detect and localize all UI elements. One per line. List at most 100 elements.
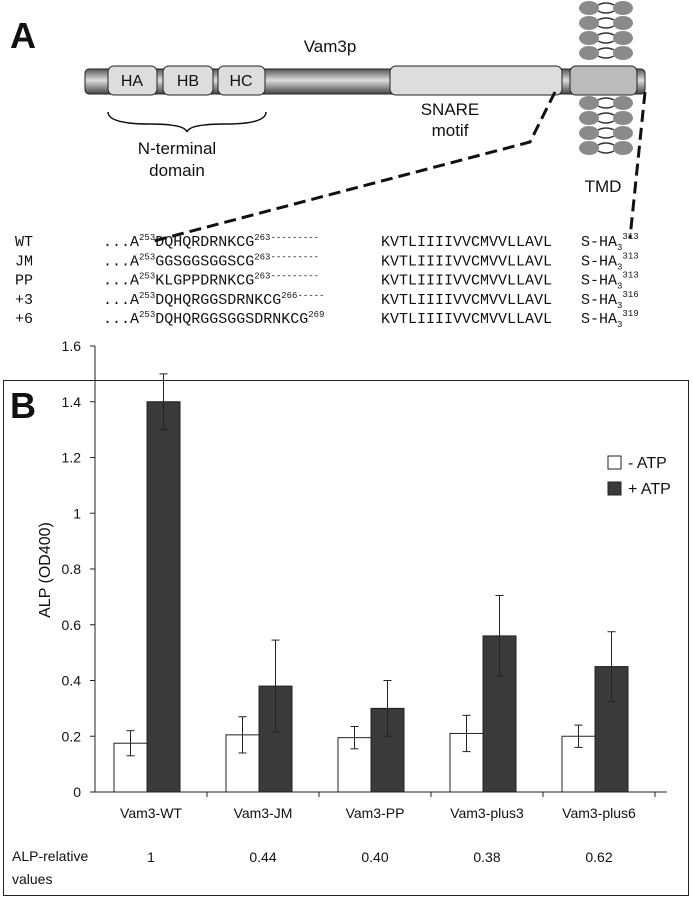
protein-name: Vam3p — [304, 37, 357, 56]
relative-value: 0.62 — [585, 849, 612, 865]
domain-box — [162, 65, 214, 96]
residue-number: 266 — [281, 291, 297, 301]
residue-number: 253 — [139, 233, 155, 243]
error-bar — [462, 714, 471, 753]
y-tick-label: 1.6 — [62, 338, 82, 354]
domain-label: HB — [177, 73, 199, 90]
subscript: 3 — [617, 262, 622, 272]
variant-name: WT — [15, 234, 33, 251]
residue-number: 313 — [622, 251, 638, 261]
bar — [146, 401, 181, 793]
residue-number: 253 — [139, 272, 155, 282]
residue-number: 253 — [139, 291, 155, 301]
sequence-start: ...A253DQHQRGGSGGSDRNKCG269 — [103, 310, 324, 328]
prefix: ...A — [103, 234, 139, 251]
tag: S-HA3316 — [581, 290, 639, 311]
linker-sequence: DQHQRGGSDRNKCG — [155, 292, 281, 309]
lipid-head — [579, 126, 599, 140]
n-terminal-label: N-terminal — [138, 139, 216, 158]
lipid-tail — [597, 17, 615, 29]
membrane — [579, 1, 633, 155]
panel-label: B — [10, 385, 36, 426]
tag: S-HA3313 — [581, 271, 639, 292]
tmd-label: TMD — [585, 177, 622, 196]
lipid-tail — [597, 112, 615, 124]
y-tick-label: 0.6 — [62, 617, 82, 633]
lipid-head — [613, 1, 633, 15]
domain-box — [217, 65, 266, 96]
legend-label: - ATP — [628, 455, 667, 472]
prefix: ...A — [103, 253, 139, 270]
x-tick-label: Vam3-PP — [346, 805, 405, 821]
error-bar — [383, 680, 392, 737]
gap: --------- — [270, 252, 319, 262]
lipid-head — [613, 141, 633, 155]
tag: S-HA3313 — [581, 232, 639, 253]
y-tick-label: 1.4 — [62, 394, 82, 410]
tag: S-HA3319 — [581, 309, 639, 330]
y-tick-label: 0.8 — [62, 561, 82, 577]
sequence-start: ...A253DQHQRGGSDRNKCG266----- — [103, 291, 324, 309]
y-tick-label: 1 — [73, 505, 81, 521]
domain-box — [107, 65, 158, 96]
legend-label: + ATP — [628, 481, 671, 498]
residue-number: 269 — [308, 310, 324, 320]
lipid-head — [613, 126, 633, 140]
lipid-tail — [597, 142, 615, 154]
prefix: ...A — [103, 311, 139, 328]
error-bar — [159, 373, 168, 431]
domain-label: HC — [229, 73, 252, 90]
tm-sequence: KVTLIIIIVVCMVVLLAVL — [381, 253, 552, 270]
lipid-head — [579, 31, 599, 45]
tmd-box — [569, 65, 638, 96]
lipid-tail — [597, 2, 615, 14]
lipid-head — [579, 141, 599, 155]
relative-label: values — [12, 871, 52, 887]
error-bar — [350, 725, 359, 750]
tm-sequence: KVTLIIIIVVCMVVLLAVL — [381, 234, 552, 251]
linker-sequence: GGSGGSGGSCG — [155, 253, 254, 270]
sequence-alignment: WT ...A253DQHQRDRNKCG263--------- KVTLIIII… — [15, 232, 639, 330]
tag-name: S-HA — [581, 253, 617, 270]
x-tick-label: Vam3-plus3 — [450, 805, 524, 821]
gap: --------- — [270, 233, 319, 243]
lipid-head — [613, 16, 633, 30]
residue-number: 313 — [622, 271, 638, 281]
legend-swatch — [607, 455, 622, 470]
lipid-head — [579, 16, 599, 30]
x-tick-label: Vam3-plus6 — [562, 805, 636, 821]
subscript: 3 — [617, 301, 622, 311]
residue-number: 263 — [254, 272, 270, 282]
subscript: 3 — [617, 243, 622, 253]
y-tick-label: 1.2 — [62, 450, 82, 466]
tm-sequence: KVTLIIIIVVCMVVLLAVL — [381, 273, 552, 290]
lipid-head — [613, 96, 633, 110]
sequence-start: ...A253KLGPPDRNKCG263--------- — [103, 272, 319, 290]
sequence-start: ...A253GGSGGSGGSCG263--------- — [103, 252, 319, 270]
domain-label: HA — [121, 73, 144, 90]
brace — [107, 111, 267, 133]
prefix: ...A — [103, 292, 139, 309]
error-bar — [607, 631, 616, 702]
tag-name: S-HA — [581, 311, 617, 328]
tag-name: S-HA — [581, 292, 617, 309]
relative-value: 0.38 — [473, 849, 500, 865]
tag-name: S-HA — [581, 273, 617, 290]
linker-sequence: DQHQRDRNKCG — [155, 234, 254, 251]
y-tick-label: 0.2 — [62, 728, 82, 744]
linker-sequence: DQHQRGGSGGSDRNKCG — [155, 311, 308, 328]
residue-number: 319 — [622, 309, 638, 319]
subscript: 3 — [617, 320, 622, 330]
relative-label: ALP-relative — [12, 848, 88, 864]
variant-name: PP — [15, 273, 33, 290]
lipid-head — [579, 96, 599, 110]
lipid-tail — [597, 47, 615, 59]
lipid-head — [613, 31, 633, 45]
residue-number: 263 — [254, 233, 270, 243]
x-tick-label: Vam3-WT — [120, 805, 182, 821]
prefix: ...A — [103, 273, 139, 290]
tag-name: S-HA — [581, 234, 617, 251]
variant-name: +6 — [15, 311, 33, 328]
snare-label: SNARE — [421, 100, 480, 119]
